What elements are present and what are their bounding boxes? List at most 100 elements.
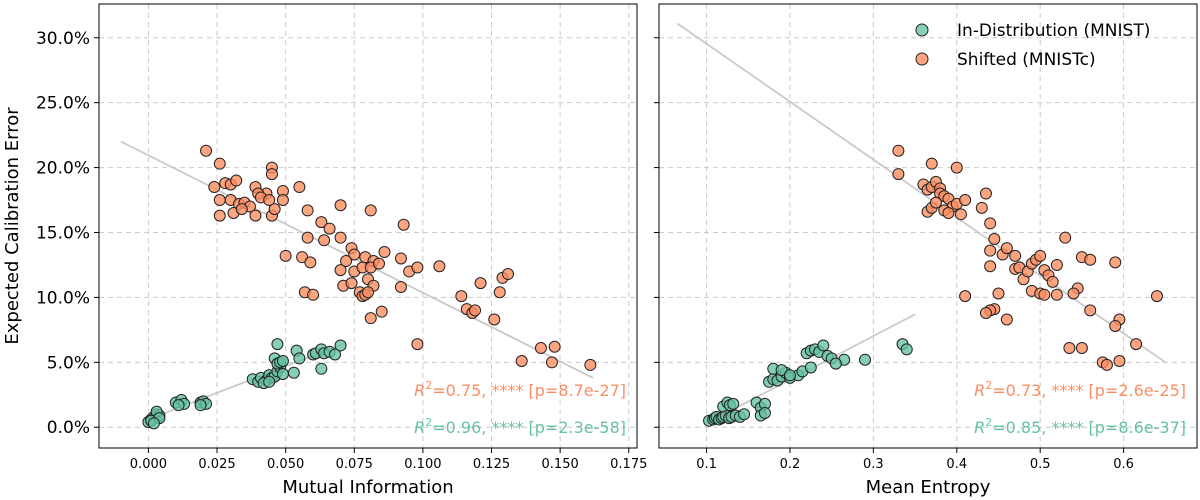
legend-label-shifted: Shifted (MNISTc) xyxy=(957,50,1096,70)
shifted-point xyxy=(334,231,347,244)
shifted-point xyxy=(892,144,905,157)
in-distribution-point xyxy=(758,406,771,419)
shifted-point xyxy=(892,168,905,181)
shifted-point xyxy=(307,288,320,301)
in-distribution-point xyxy=(172,399,185,412)
shifted-point xyxy=(474,277,487,290)
shifted-point xyxy=(1067,287,1080,300)
in-distribution-point xyxy=(817,339,830,352)
y-axis-label: Expected Calibration Error xyxy=(2,107,23,345)
shifted-point xyxy=(1059,231,1072,244)
shifted-point xyxy=(1130,338,1143,351)
legend-label-in-distribution: In-Distribution (MNIST) xyxy=(957,21,1150,41)
legend: In-Distribution (MNIST) Shifted (MNISTc) xyxy=(915,21,1150,70)
shifted-point xyxy=(984,244,997,257)
mutual-information-panel: 0.000 0.025 0.050 0.075 0.100 0.125 0.150 0.175… xyxy=(36,3,647,498)
shifted-point xyxy=(433,260,446,273)
shifted-point xyxy=(979,187,992,200)
x-tick-label: 0.125 xyxy=(473,457,510,472)
shifted-point xyxy=(265,168,278,181)
x-tick-label: 0.3 xyxy=(863,457,884,472)
in-distribution-r2-annotation: R2=0.85, **** [p=8.6e-37] xyxy=(974,416,1186,437)
shifted-point xyxy=(1109,319,1122,332)
in-distribution-point xyxy=(271,338,284,351)
in-distribution-point xyxy=(738,408,751,421)
shifted-point xyxy=(1000,242,1013,255)
shifted-point xyxy=(1063,342,1076,355)
shifted-point xyxy=(276,194,289,207)
x-tick-label: 0.075 xyxy=(336,457,373,472)
y-tick-label: 0.0% xyxy=(47,418,90,438)
shifted-point xyxy=(984,260,997,273)
in-distribution-point xyxy=(727,397,740,410)
shifted-point xyxy=(1050,258,1063,271)
shifted-point xyxy=(942,207,955,220)
x-tick-label: 0.4 xyxy=(946,457,967,472)
x-tick-label: 0.025 xyxy=(198,457,235,472)
x-tick-label: 0.2 xyxy=(780,457,801,472)
in-distribution-point xyxy=(194,399,207,412)
in-distribution-point xyxy=(147,417,160,430)
superscript-two: 2 xyxy=(985,379,992,392)
r2-value: =0.75, **** [p=8.7e-27] xyxy=(432,381,626,400)
shifted-point xyxy=(334,264,347,277)
shifted-point xyxy=(1046,275,1059,288)
superscript-two: 2 xyxy=(985,416,992,429)
shifted-point xyxy=(584,358,597,371)
legend-marker-in-distribution xyxy=(915,23,929,37)
shifted-point xyxy=(345,277,358,290)
x-tick-label: 0.5 xyxy=(1030,457,1051,472)
shifted-point xyxy=(293,181,306,194)
r2-value: =0.73, **** [p=2.6e-25] xyxy=(992,381,1186,400)
x-axis-label: Mutual Information xyxy=(282,477,453,498)
shifted-point xyxy=(301,204,314,217)
in-distribution-point xyxy=(804,361,817,374)
shifted-point xyxy=(950,161,963,174)
shifted-point xyxy=(1150,290,1163,303)
shifted-point xyxy=(925,157,938,170)
r-symbol: R xyxy=(974,418,985,437)
x-tick-label: 0.050 xyxy=(267,457,304,472)
shifted-point xyxy=(1084,304,1097,317)
superscript-two: 2 xyxy=(425,379,432,392)
shifted-point xyxy=(548,340,561,353)
shifted-point xyxy=(975,201,988,214)
shifted-point xyxy=(469,304,482,317)
r-symbol: R xyxy=(974,381,985,400)
axes-frame xyxy=(98,3,638,449)
in-distribution-point xyxy=(276,355,289,368)
shifted-point xyxy=(959,290,972,303)
shifted-point xyxy=(488,313,501,326)
shifted-point xyxy=(364,204,377,217)
y-tick-label: 25.0% xyxy=(36,94,90,114)
x-tick-label: 0.000 xyxy=(130,457,167,472)
shifted-point xyxy=(268,203,281,216)
in-distribution-point xyxy=(293,352,306,365)
shifted-point xyxy=(230,174,243,187)
shifted-point xyxy=(411,338,424,351)
shifted-point xyxy=(1034,249,1047,262)
r2-value: =0.96, **** [p=2.3e-58] xyxy=(432,418,626,437)
shifted-point xyxy=(301,231,314,244)
in-distribution-point xyxy=(783,369,796,382)
shifted-point xyxy=(515,355,528,368)
r-symbol: R xyxy=(414,418,425,437)
shifted-point xyxy=(959,194,972,207)
shifted-point xyxy=(318,234,331,247)
shifted-point xyxy=(394,281,407,294)
shifted-trend-line xyxy=(676,22,1166,364)
shifted-point xyxy=(954,208,967,221)
shifted-point xyxy=(1075,342,1088,355)
shifted-point xyxy=(200,144,213,157)
in-distribution-point xyxy=(900,343,913,356)
shifted-point xyxy=(208,181,221,194)
y-tick-label: 30.0% xyxy=(36,29,90,49)
x-tick-label: 0.1 xyxy=(696,457,717,472)
in-distribution-point xyxy=(315,362,328,375)
shifted-point xyxy=(1009,249,1022,262)
shifted-point xyxy=(362,286,374,299)
shifted-point xyxy=(411,261,424,274)
in-distribution-point xyxy=(859,353,872,366)
shifted-r2-annotation: R2=0.75, **** [p=8.7e-27] xyxy=(414,379,626,400)
